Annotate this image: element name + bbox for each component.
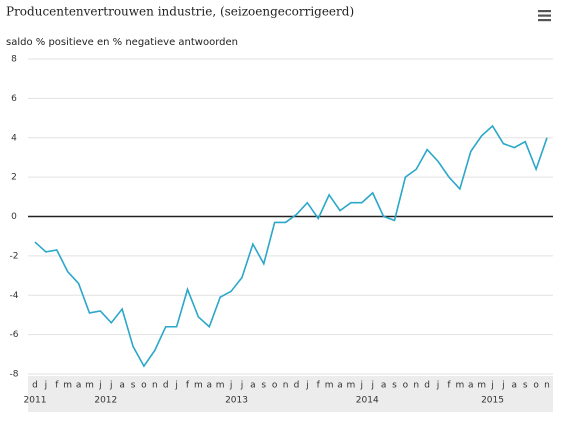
x-tick-label: m (455, 381, 464, 391)
x-tick-label: m (347, 381, 356, 391)
x-tick-label: j (174, 381, 178, 391)
x-tick-label: o (533, 381, 539, 391)
x-tick-label: d (163, 381, 169, 391)
y-tick-label: 8 (11, 55, 17, 65)
x-tick-label: j (501, 381, 505, 391)
x-tick-label: a (76, 381, 82, 391)
x-tick-label: n (413, 381, 419, 391)
x-tick-label: j (240, 381, 244, 391)
x-tick-label: j (44, 381, 48, 391)
x-tick-label: j (436, 381, 440, 391)
x-tick-label: a (337, 381, 343, 391)
year-label: 2015 (481, 396, 504, 406)
y-tick-label: -8 (10, 370, 19, 380)
year-label: 2011 (24, 396, 47, 406)
x-tick-label: d (424, 381, 430, 391)
chart-subtitle: saldo % positieve en % negatieve antwoor… (6, 37, 238, 48)
x-tick-label: j (229, 381, 233, 391)
x-tick-label: m (477, 381, 486, 391)
x-tick-label: s (261, 381, 266, 391)
x-tick-label: o (141, 381, 147, 391)
x-tick-label: m (85, 381, 94, 391)
x-tick-label: a (381, 381, 387, 391)
x-tick-label: s (131, 381, 136, 391)
year-label: 2012 (94, 396, 117, 406)
x-tick-label: n (544, 381, 550, 391)
chart-title: Producentenvertrouwen industrie, (seizoe… (6, 5, 354, 19)
x-axis-band (28, 376, 553, 412)
x-tick-label: f (317, 381, 321, 391)
x-tick-label: j (490, 381, 494, 391)
x-tick-label: j (370, 381, 374, 391)
x-tick-label: d (294, 381, 300, 391)
x-tick-label: s (392, 381, 397, 391)
x-tick-label: a (119, 381, 125, 391)
x-tick-label: d (32, 381, 38, 391)
x-tick-label: o (272, 381, 278, 391)
x-tick-label: j (109, 381, 113, 391)
x-tick-label: m (194, 381, 203, 391)
y-tick-label: -4 (10, 291, 19, 301)
x-tick-label: m (325, 381, 334, 391)
data-line (34, 124, 548, 368)
x-tick-label: o (403, 381, 409, 391)
y-tick-label: 4 (11, 133, 17, 143)
x-tick-label: a (512, 381, 518, 391)
y-tick-label: -2 (10, 251, 19, 261)
x-tick-label: f (55, 381, 59, 391)
x-tick-label: m (63, 381, 72, 391)
x-tick-label: j (360, 381, 364, 391)
x-tick-label: s (523, 381, 528, 391)
x-tick-label: j (98, 381, 102, 391)
x-tick-label: a (468, 381, 474, 391)
x-tick-label: f (186, 381, 190, 391)
y-tick-label: 6 (11, 94, 17, 104)
x-tick-label: m (216, 381, 225, 391)
year-label: 2013 (225, 396, 248, 406)
x-tick-label: a (250, 381, 256, 391)
year-label: 2014 (356, 396, 379, 406)
y-tick-label: 2 (11, 173, 17, 183)
x-tick-label: j (305, 381, 309, 391)
x-tick-label: a (207, 381, 213, 391)
y-tick-label: 0 (11, 212, 17, 222)
menu-button[interactable] (536, 8, 552, 22)
y-tick-label: -6 (10, 330, 19, 340)
x-tick-label: n (283, 381, 289, 391)
x-tick-label: f (447, 381, 451, 391)
x-tick-label: n (152, 381, 158, 391)
